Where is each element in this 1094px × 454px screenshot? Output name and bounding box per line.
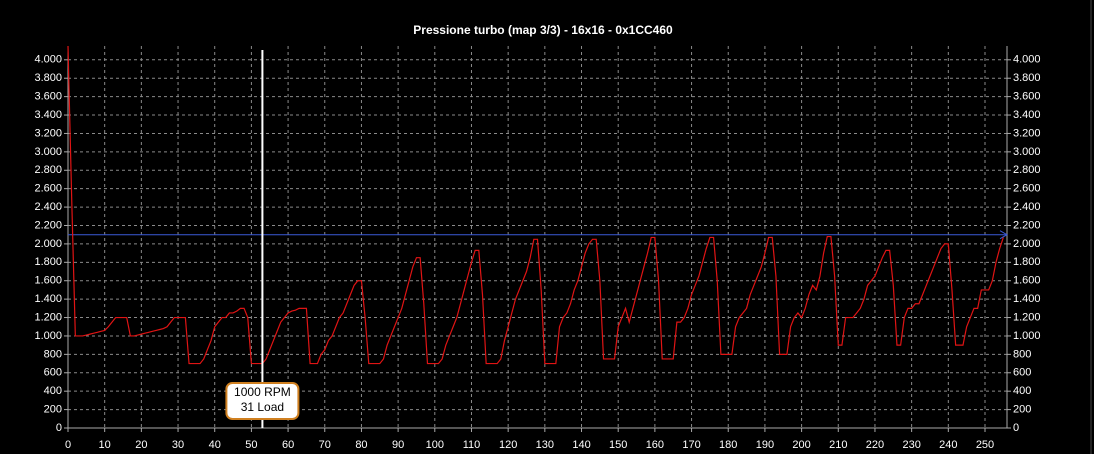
x-tick-label: 240	[939, 439, 957, 451]
y-tick-label: 2.000	[34, 238, 62, 250]
y2-tick-label: 3.800	[1013, 72, 1041, 84]
y-tick-label: 1.800	[34, 256, 62, 268]
chart-title: Pressione turbo (map 3/3) - 16x16 - 0x1C…	[413, 23, 673, 37]
x-tick-label: 150	[609, 439, 627, 451]
x-tick-label: 30	[172, 439, 184, 451]
x-tick-label: 160	[646, 439, 664, 451]
y2-tick-label: 400	[1013, 385, 1031, 397]
x-tick-label: 220	[866, 439, 884, 451]
y2-tick-label: 2.000	[1013, 238, 1041, 250]
x-tick-label: 140	[572, 439, 590, 451]
y-tick-label: 3.600	[34, 91, 62, 103]
y2-tick-label: 1.800	[1013, 256, 1041, 268]
x-tick-label: 200	[792, 439, 810, 451]
y2-tick-label: 3.000	[1013, 146, 1041, 158]
x-tick-label: 0	[65, 439, 71, 451]
x-tick-label: 90	[392, 439, 404, 451]
y-tick-label: 0	[56, 422, 62, 434]
y2-tick-label: 3.400	[1013, 109, 1041, 121]
y-tick-label: 3.000	[34, 146, 62, 158]
x-tick-label: 190	[756, 439, 774, 451]
y2-tick-label: 3.600	[1013, 91, 1041, 103]
x-tick-label: 10	[99, 439, 111, 451]
x-tick-label: 130	[536, 439, 554, 451]
y-tick-label: 400	[44, 385, 62, 397]
data-line	[67, 45, 1004, 365]
cursor-box	[225, 382, 300, 420]
y-tick-label: 2.600	[34, 183, 62, 195]
x-tick-label: 250	[976, 439, 994, 451]
x-tick-label: 110	[463, 439, 481, 451]
x-tick-label: 50	[245, 439, 257, 451]
cursor-label: 31 Load	[241, 400, 284, 414]
x-tick-label: 70	[319, 439, 331, 451]
y2-tick-label: 800	[1013, 348, 1031, 360]
x-tick-label: 60	[282, 439, 294, 451]
y-tick-label: 3.800	[34, 72, 62, 84]
x-tick-label: 210	[829, 439, 847, 451]
y-tick-label: 1.200	[34, 311, 62, 323]
y-tick-label: 200	[44, 403, 62, 415]
y2-tick-label: 1.200	[1013, 311, 1041, 323]
y-tick-label: 3.400	[34, 109, 62, 121]
y2-tick-label: 4.000	[1013, 54, 1041, 66]
y-tick-label: 2.800	[34, 164, 62, 176]
y-tick-label: 1.000	[34, 330, 62, 342]
x-tick-label: 180	[719, 439, 737, 451]
y2-tick-label: 1.600	[1013, 275, 1041, 287]
y2-tick-label: 2.800	[1013, 164, 1041, 176]
x-tick-label: 230	[902, 439, 920, 451]
y2-tick-label: 3.200	[1013, 127, 1041, 139]
x-tick-label: 80	[355, 439, 367, 451]
cursor-label: 1000 RPM	[234, 385, 291, 399]
y-tick-label: 800	[44, 348, 62, 360]
x-tick-label: 170	[682, 439, 700, 451]
y-tick-label: 2.400	[34, 201, 62, 213]
y2-tick-label: 200	[1013, 403, 1031, 415]
y2-tick-label: 2.400	[1013, 201, 1041, 213]
y-tick-label: 1.600	[34, 275, 62, 287]
x-tick-label: 100	[426, 439, 444, 451]
y-tick-label: 4.000	[34, 54, 62, 66]
y2-tick-label: 1.400	[1013, 293, 1041, 305]
y-tick-label: 600	[44, 367, 62, 379]
y2-tick-label: 600	[1013, 367, 1031, 379]
y2-tick-label: 1.000	[1013, 330, 1041, 342]
y-tick-label: 1.400	[34, 293, 62, 305]
y-tick-label: 3.200	[34, 127, 62, 139]
y2-tick-label: 2.600	[1013, 183, 1041, 195]
y-tick-label: 2.200	[34, 219, 62, 231]
reference-arrow	[999, 230, 1009, 240]
y2-tick-label: 2.200	[1013, 219, 1041, 231]
x-tick-label: 40	[209, 439, 221, 451]
x-tick-label: 20	[135, 439, 147, 451]
y2-tick-label: 0	[1013, 422, 1019, 434]
x-tick-label: 120	[499, 439, 517, 451]
